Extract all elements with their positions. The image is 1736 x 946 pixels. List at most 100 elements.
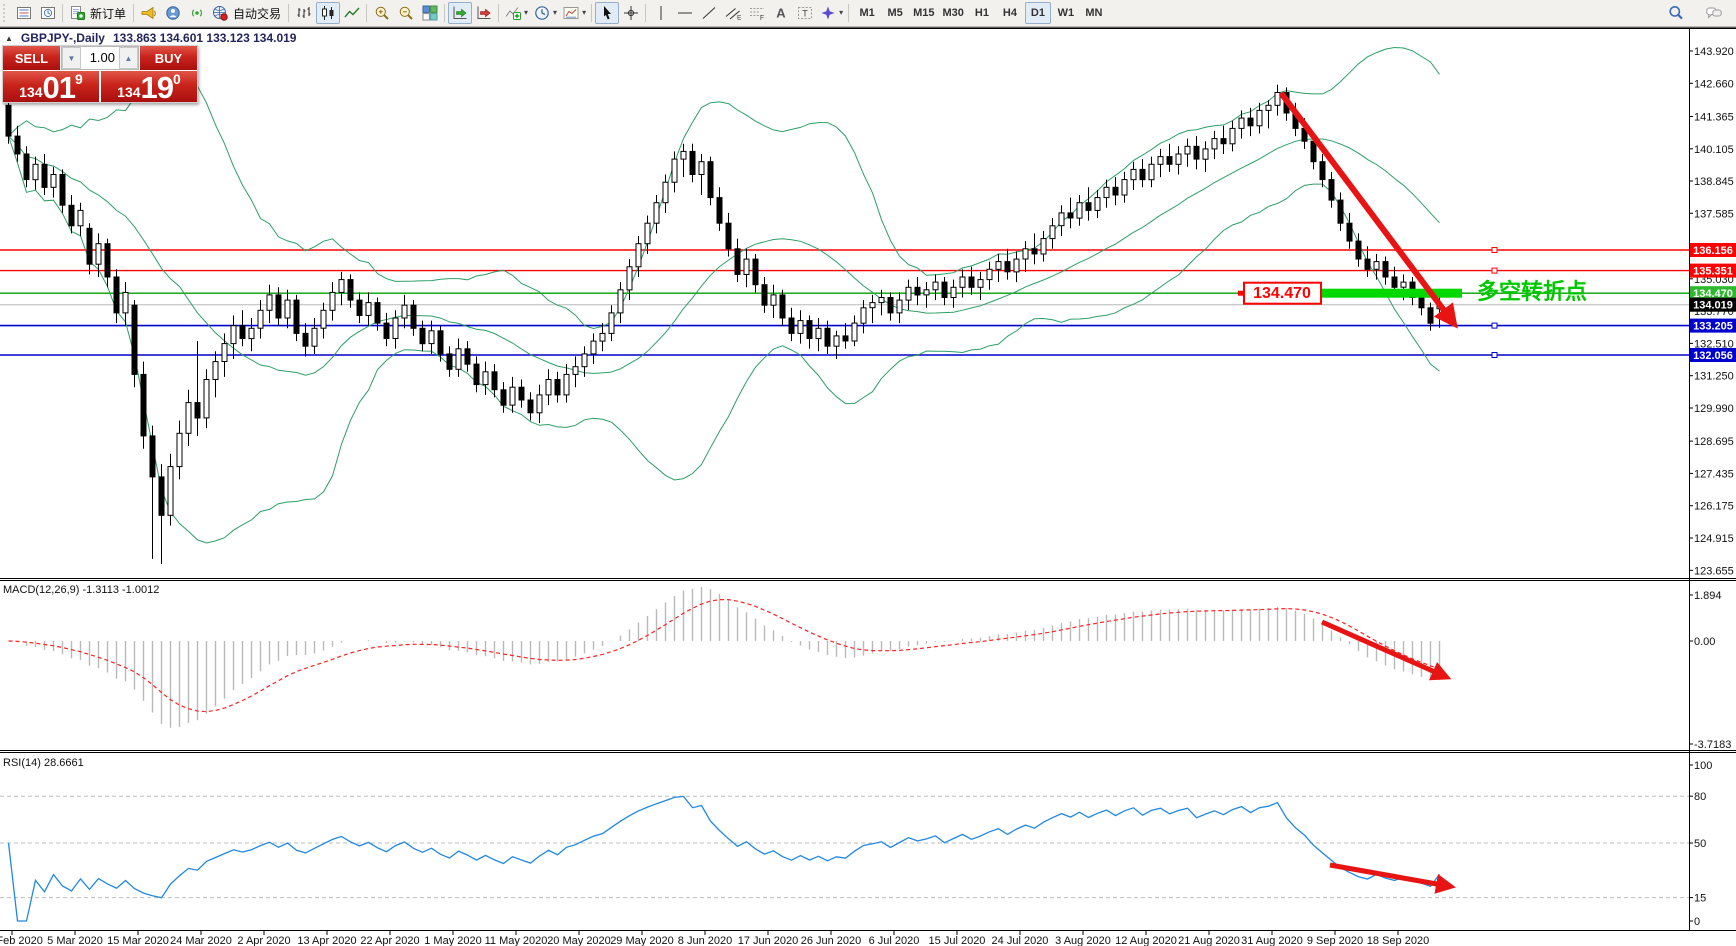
timeframe-h4[interactable]: H4: [997, 2, 1023, 24]
volume-decrease-button[interactable]: ▼: [62, 47, 81, 69]
cursor-button[interactable]: [595, 2, 620, 24]
rsi-pane: [0, 795, 1689, 922]
line-anchor-handle[interactable]: [1491, 352, 1498, 358]
date-tick-label: 26 Jun 2020: [801, 935, 862, 946]
sell-price-button[interactable]: 134 01 9: [3, 71, 99, 103]
candlestick-chart-button[interactable]: [316, 2, 341, 24]
timeframe-m30[interactable]: M30: [940, 2, 967, 24]
candle: [1364, 246, 1371, 277]
chart-canvas[interactable]: 143.920 142.660 141.365 140.105 138.845 137.5…: [0, 28, 1736, 946]
alerts-button[interactable]: [137, 2, 161, 24]
text-label-icon: T: [798, 7, 813, 19]
rsi-line: [7, 795, 1441, 922]
candle: [887, 292, 894, 321]
annotations-layer[interactable]: 134.470 多空转折点: [1238, 91, 1587, 894]
candle: [437, 325, 444, 362]
indicators-button[interactable]: ▾: [502, 2, 531, 24]
candle: [1058, 205, 1065, 236]
candle: [1319, 154, 1326, 188]
arrows-button[interactable]: ▾: [817, 2, 846, 24]
toolbar-separator: [848, 4, 850, 22]
search-button[interactable]: [1664, 2, 1688, 24]
data-window-button[interactable]: [36, 2, 60, 24]
date-tick-label: 11 May 2020: [485, 935, 548, 946]
candle: [869, 294, 876, 324]
zoom-out-button[interactable]: [394, 2, 418, 24]
new-order-label: 新订单: [90, 6, 127, 21]
line-chart-button[interactable]: [340, 2, 364, 24]
timeframe-m15[interactable]: M15: [910, 2, 937, 24]
chat-button[interactable]: [1702, 2, 1726, 24]
line-anchor-handle[interactable]: [1491, 267, 1498, 274]
candle: [1382, 256, 1389, 285]
price-tick-label: 128.695: [1694, 436, 1734, 448]
horizontal-price-lines[interactable]: [0, 247, 1689, 358]
timeframe-m1[interactable]: M1: [854, 2, 880, 24]
price-tick-label: 143.920: [1694, 46, 1734, 58]
candle: [554, 371, 561, 403]
search-icon: [1669, 6, 1683, 20]
candle: [1328, 171, 1335, 208]
candle: [1067, 197, 1074, 229]
crosshair-button[interactable]: [619, 2, 643, 24]
pivot-anchor-handle[interactable]: [1238, 290, 1243, 296]
text-button[interactable]: A: [769, 2, 793, 24]
candle: [1229, 120, 1236, 152]
horizontal-line-button[interactable]: [673, 2, 697, 24]
candle: [446, 346, 453, 377]
metaeditor-button[interactable]: [161, 2, 185, 24]
trendline-icon: [702, 7, 716, 19]
text-label-button[interactable]: T: [793, 2, 817, 24]
arrows-icon: [821, 6, 835, 20]
bar-chart-button[interactable]: [292, 2, 316, 24]
market-watch-button[interactable]: [12, 2, 36, 24]
timeframe-d1[interactable]: D1: [1024, 2, 1051, 24]
candle: [266, 284, 273, 324]
macd-trend-arrow[interactable]: [1320, 619, 1452, 681]
pivot-highlight-bar[interactable]: [1320, 288, 1462, 298]
candle: [896, 292, 903, 324]
templates-button[interactable]: ▾: [560, 2, 589, 24]
fibonacci-button[interactable]: F: [745, 2, 769, 24]
buy-price-button[interactable]: 134 19 0: [101, 70, 197, 105]
sell-button[interactable]: SELL: [3, 46, 60, 70]
autotrading-button[interactable]: 自动交易: [209, 2, 286, 24]
vertical-line-button[interactable]: [649, 2, 673, 24]
line-anchor-handle[interactable]: [1491, 322, 1498, 329]
candle: [977, 271, 984, 301]
pivot-price-box[interactable]: [1243, 281, 1322, 305]
collapse-panel-icon[interactable]: ▲: [5, 33, 13, 43]
date-tick-label: 2 Apr 2020: [237, 935, 290, 946]
equidistant-channel-button[interactable]: E: [721, 2, 745, 24]
candle: [41, 154, 48, 195]
timeframe-h1[interactable]: H1: [969, 2, 995, 24]
volume-stepper: ▼ 1.00 ▲: [61, 46, 139, 70]
rsi-trend-arrow[interactable]: [1329, 862, 1456, 894]
pivot-annotation-text[interactable]: 多空转折点: [1477, 279, 1587, 304]
timeframe-mn[interactable]: MN: [1081, 2, 1107, 24]
timeframe-m5[interactable]: M5: [882, 2, 908, 24]
volume-increase-button[interactable]: ▲: [119, 47, 138, 69]
candle: [1112, 177, 1119, 206]
line-anchor-handle[interactable]: [1491, 247, 1498, 253]
candle: [1247, 107, 1254, 137]
autotrading-icon: [213, 6, 228, 21]
macd-scale-label: 1.894: [1694, 590, 1722, 602]
buy-button[interactable]: BUY: [140, 46, 197, 70]
tile-windows-button[interactable]: [418, 2, 442, 24]
periods-button[interactable]: ▾: [531, 2, 560, 24]
price-tick-label: 141.365: [1694, 112, 1734, 124]
zoom-in-button[interactable]: [370, 2, 394, 24]
trendline-button[interactable]: [697, 2, 721, 24]
volume-value[interactable]: 1.00: [89, 50, 115, 65]
auto-scroll-button[interactable]: [448, 2, 473, 24]
date-tick-label: 9 Sep 2020: [1307, 935, 1363, 946]
buy-price-big: 19: [140, 70, 174, 105]
price-trend-arrow[interactable]: [1278, 91, 1458, 329]
new-order-button[interactable]: 新订单: [66, 2, 131, 24]
editor-icon: [166, 6, 180, 20]
chart-shift-button[interactable]: [472, 2, 496, 24]
signals-button[interactable]: [185, 2, 209, 24]
timeframe-w1[interactable]: W1: [1053, 2, 1079, 24]
macd-scale-label: -3.7183: [1694, 739, 1731, 751]
